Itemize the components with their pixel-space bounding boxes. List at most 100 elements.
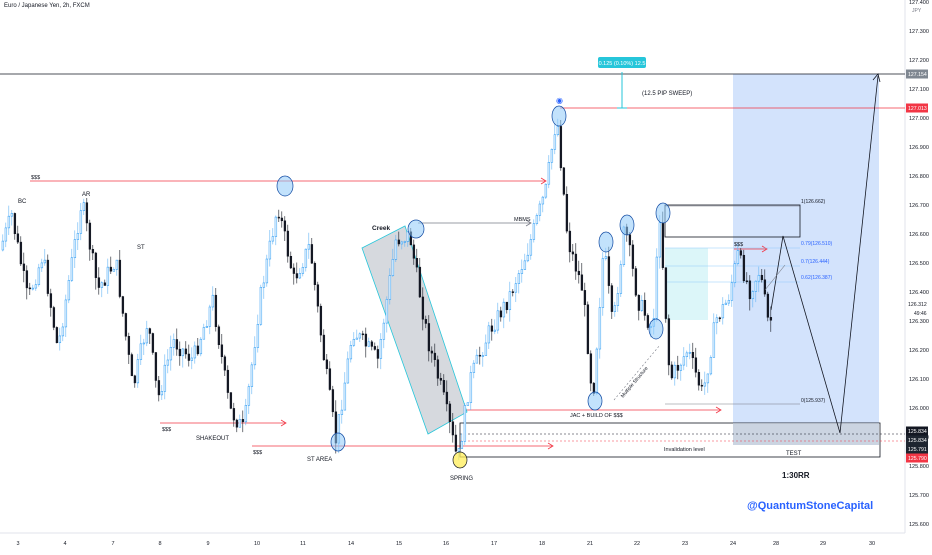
candle-body	[256, 324, 260, 348]
circle-lh-2	[619, 214, 635, 236]
candle-body	[292, 267, 296, 274]
candle-body	[754, 280, 758, 292]
candle-body	[151, 333, 155, 353]
candle-body	[220, 344, 224, 357]
candle-body	[496, 310, 500, 331]
candle-body	[661, 222, 665, 268]
candle-body	[124, 313, 128, 337]
arrow-head-jac	[715, 406, 722, 414]
candle-body	[181, 348, 185, 357]
candle-body	[25, 270, 29, 289]
candle-body	[82, 202, 86, 211]
candle-body	[166, 359, 170, 366]
candle-body	[310, 244, 314, 264]
candle-body	[235, 419, 239, 428]
label-jac: JAC + BUILD OF $$$	[570, 413, 623, 419]
label-invalidation: Invalidation level	[664, 447, 705, 453]
candle-body	[118, 259, 122, 297]
circle-jac-low	[587, 391, 603, 411]
candle-body	[175, 339, 179, 350]
candle-body	[79, 210, 83, 234]
candle-body	[325, 359, 329, 369]
time-axis[interactable]: 3 4 7 8 9 10 11 14 15 16 17 18 21 22 23 24 28 29 30	[16, 541, 875, 547]
candle-body	[307, 244, 311, 250]
candle-body	[160, 391, 164, 396]
candle-body	[598, 307, 602, 350]
price-axis[interactable]: 127.300 127.200 127.100 127.000 126.900 126.8…	[909, 0, 929, 555]
multiple-structures-arrow	[613, 344, 661, 401]
candle-body	[568, 230, 572, 253]
candle-body	[589, 353, 593, 384]
candle-body	[85, 202, 89, 224]
price-tag-125-791-text: 125.791	[908, 447, 927, 453]
candle-body	[466, 402, 470, 406]
label-rr: 1:30RR	[782, 471, 810, 480]
candle-body	[490, 325, 494, 332]
candle-body	[331, 389, 335, 413]
candle-body	[574, 253, 578, 272]
candle-body	[346, 358, 350, 384]
candle-body	[451, 421, 455, 436]
candle-body	[667, 318, 671, 366]
candle-body	[676, 364, 680, 371]
candle-body	[10, 213, 14, 217]
price-tag-127-013	[906, 103, 928, 113]
candle-body	[430, 350, 434, 354]
candle-body	[64, 299, 68, 328]
price-tick-label: 126.000	[909, 406, 929, 412]
candle-body	[514, 283, 518, 293]
date-tick-label: 28	[773, 541, 779, 547]
candle-body	[400, 241, 404, 245]
candle-body	[529, 239, 533, 256]
date-tick-label: 21	[587, 541, 593, 547]
candle-body	[100, 282, 104, 288]
candle-body	[106, 266, 110, 286]
candle-body	[460, 441, 464, 449]
candle-body	[31, 287, 35, 290]
candle-body	[253, 347, 257, 366]
price-tag-current	[906, 299, 928, 309]
candle-body	[703, 382, 707, 387]
fib-label-079: 0.79(126.510)	[801, 241, 832, 247]
candle-body	[757, 274, 761, 282]
candle-body	[295, 273, 299, 279]
candle-body	[229, 392, 233, 409]
circle-fib-high	[655, 202, 671, 224]
label-mbms: MBMS	[514, 217, 531, 223]
candle-body	[643, 299, 647, 316]
date-tick-label: 17	[491, 541, 497, 547]
date-tick-label: 11	[300, 541, 306, 547]
candle-body	[208, 306, 212, 327]
date-tick-label: 30	[869, 541, 875, 547]
label-dollars-shakeout: $$$	[162, 427, 171, 433]
date-tick-label: 16	[443, 541, 449, 547]
label-spring: SPRING	[450, 476, 473, 482]
price-tag-125-791	[906, 444, 928, 454]
candle-body	[748, 280, 752, 300]
candle-body	[685, 352, 689, 358]
fib-label-1: 1(126.662)	[801, 199, 826, 205]
candle-body	[448, 403, 452, 422]
candle-body	[583, 290, 587, 305]
candle-body	[16, 233, 20, 243]
candle-body	[619, 264, 623, 294]
candle-body	[133, 375, 137, 384]
candle-body	[709, 357, 713, 375]
candle-body	[526, 254, 530, 262]
candle-body	[238, 419, 242, 428]
candle-body	[109, 266, 113, 272]
price-tag-125-834-b	[906, 435, 928, 445]
candle-body	[607, 256, 611, 286]
date-tick-label: 22	[634, 541, 640, 547]
candle-body	[406, 231, 410, 242]
candle-body	[223, 356, 227, 371]
candle-body	[718, 317, 722, 320]
candle-body	[547, 162, 551, 185]
candle-body	[439, 378, 443, 381]
label-creek: Creek	[372, 225, 390, 232]
price-tick-label: 126.700	[909, 203, 929, 209]
candle-body	[541, 196, 545, 205]
candle-body	[163, 364, 167, 392]
candle-body	[127, 336, 131, 355]
